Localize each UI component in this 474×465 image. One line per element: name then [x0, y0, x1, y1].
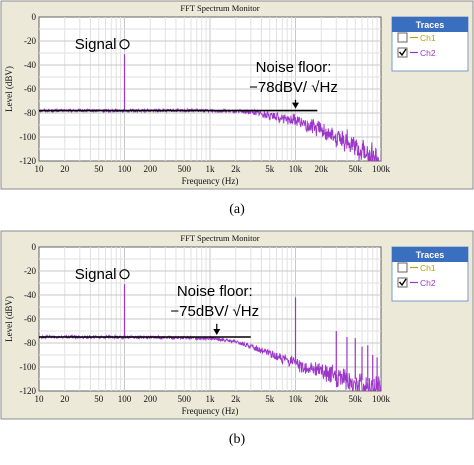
noise-floor-value: −78dBV/ √Hz [249, 79, 338, 96]
signal-label: Signal [75, 36, 117, 53]
grid [39, 247, 381, 391]
fft-panel-b: FFT Spectrum Monitor 10 20 50 100 200 500 1k 2k 5… [0, 230, 474, 422]
x-tick-label: 200 [143, 164, 157, 174]
signal-label: Signal [75, 266, 117, 283]
y-tick-label: -120 [20, 386, 37, 396]
noise-floor-title: Noise floor: [177, 283, 253, 300]
x-tick-label: 100k [372, 394, 391, 404]
traces-legend: Traces Ch1 Ch2 [391, 16, 469, 72]
fft-panel-a: FFT Spectrum Monitor 10 20 50 100 200 500 1k 2k 5… [0, 0, 474, 192]
y-tick-label: 0 [32, 242, 37, 252]
x-tick-label: 1k [206, 164, 216, 174]
x-tick-label: 50k [349, 164, 363, 174]
legend-header [392, 247, 468, 262]
y-axis-label: Level (dBV) [4, 296, 14, 342]
y-tick-label: -80 [24, 108, 36, 118]
x-tick-label: 20k [314, 394, 328, 404]
fft-chart-a: FFT Spectrum Monitor 10 20 50 100 200 500 1k 2k 5… [0, 0, 474, 190]
legend-item-label: Ch2 [420, 48, 436, 58]
x-tick-label: 10k [289, 394, 303, 404]
legend-title: Traces [416, 20, 445, 30]
y-tick-label: -40 [24, 60, 36, 70]
x-tick-label: 100 [118, 164, 132, 174]
y-tick-label: -120 [20, 156, 37, 166]
x-tick-label: 50 [94, 394, 104, 404]
y-tick-label: -100 [20, 132, 37, 142]
legend-title: Traces [416, 250, 445, 260]
x-tick-label: 2k [231, 394, 241, 404]
x-tick-label: 500 [178, 394, 192, 404]
legend-item-label: Ch2 [420, 278, 436, 288]
noise-arrow-head [292, 102, 299, 109]
grid [39, 17, 381, 161]
y-tick-label: -60 [24, 84, 36, 94]
y-tick-label: -20 [24, 266, 36, 276]
x-tick-label: 2k [231, 164, 241, 174]
x-tick-label: 10k [289, 164, 303, 174]
x-tick-label: 10 [35, 394, 45, 404]
signal-marker-circle [119, 269, 130, 280]
x-tick-label: 1k [206, 394, 216, 404]
legend-header [392, 17, 468, 32]
caption-a: (a) [229, 202, 245, 217]
x-tick-label: 20 [60, 394, 70, 404]
y-axis-label: Level (dBV) [4, 66, 14, 112]
window-title: FFT Spectrum Monitor [180, 3, 259, 13]
legend-checkbox [397, 32, 408, 43]
x-tick-label: 20 [60, 164, 70, 174]
legend-checkbox [397, 262, 408, 273]
fft-chart-b: FFT Spectrum Monitor 10 20 50 100 200 500 1k 2k 5… [0, 230, 474, 420]
legend-checkbox [397, 277, 408, 288]
noise-arrow-head [213, 329, 221, 335]
x-axis-label: Frequency (Hz) [182, 406, 239, 416]
x-axis-label: Frequency (Hz) [182, 176, 239, 186]
y-tick-label: -100 [20, 362, 37, 372]
legend-item-label: Ch1 [420, 33, 436, 43]
window-title: FFT Spectrum Monitor [180, 233, 259, 243]
legend-checkbox [397, 47, 408, 58]
y-tick-label: -60 [24, 314, 36, 324]
x-tick-label: 50k [349, 394, 363, 404]
legend-item-label: Ch1 [420, 263, 436, 273]
traces-legend: Traces Ch1 Ch2 [391, 246, 469, 302]
x-tick-label: 5k [265, 164, 275, 174]
x-tick-label: 20k [314, 164, 328, 174]
x-tick-label: 50 [94, 164, 104, 174]
checkmark-icon [398, 278, 407, 287]
x-tick-label: 5k [265, 394, 275, 404]
y-tick-label: -80 [24, 338, 36, 348]
x-tick-label: 10 [35, 164, 45, 174]
y-tick-label: 0 [32, 12, 37, 22]
noise-floor-title: Noise floor: [256, 59, 332, 76]
caption-b: (b) [228, 432, 246, 447]
x-tick-label: 500 [178, 164, 192, 174]
checkmark-icon [398, 48, 407, 57]
x-tick-label: 100k [372, 164, 391, 174]
signal-marker-circle [119, 39, 130, 50]
x-tick-label: 100 [118, 394, 132, 404]
y-tick-label: -20 [24, 36, 36, 46]
y-tick-label: -40 [24, 290, 36, 300]
x-tick-label: 200 [143, 394, 157, 404]
noise-floor-value: −75dBV/ √Hz [170, 303, 259, 320]
